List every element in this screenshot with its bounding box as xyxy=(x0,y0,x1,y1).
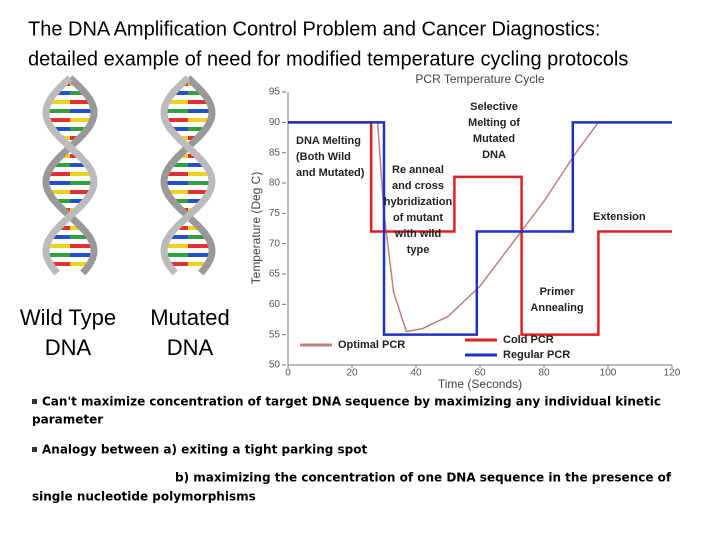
legend-label: Cold PCR xyxy=(503,334,554,346)
image-label: Mutated xyxy=(150,305,230,330)
annotation: Primer xyxy=(540,286,576,298)
annotation: (Both Wild xyxy=(296,151,351,163)
annotation: and Mutated) xyxy=(296,167,365,179)
y-axis-label: Temperature (Deg C) xyxy=(249,172,263,285)
y-tick-label: 85 xyxy=(269,147,281,158)
y-tick-label: 90 xyxy=(269,117,281,128)
image-label: DNA xyxy=(45,335,92,360)
annotation: with wild xyxy=(394,228,441,240)
y-tick-label: 50 xyxy=(269,360,281,371)
annotation: hybridization xyxy=(384,196,453,208)
strand xyxy=(42,75,98,276)
y-tick-label: 60 xyxy=(269,299,281,310)
x-axis-label: Time (Seconds) xyxy=(438,377,522,391)
bullet-text: Can't maximize concentration of target D… xyxy=(42,395,661,409)
x-tick-label: 120 xyxy=(664,368,681,379)
bullet xyxy=(32,447,37,452)
series-line xyxy=(288,121,672,336)
bullet-text: parameter xyxy=(32,413,103,427)
annotation: Mutated xyxy=(473,133,515,145)
y-tick-label: 95 xyxy=(269,87,281,98)
strand xyxy=(160,75,216,276)
x-tick-label: 40 xyxy=(410,368,422,379)
x-tick-label: 100 xyxy=(600,368,617,379)
dna-images xyxy=(42,75,216,276)
annotation: type xyxy=(407,244,430,256)
bullet-text: Analogy between a) exiting a tight parki… xyxy=(42,443,367,457)
annotation: DNA Melting xyxy=(296,135,361,147)
annotation: Annealing xyxy=(530,302,583,314)
slide-title: The DNA Amplification Control Problem an… xyxy=(28,18,600,40)
y-tick-label: 65 xyxy=(269,269,281,280)
x-tick-label: 0 xyxy=(285,368,291,379)
annotation: Extension xyxy=(593,211,646,223)
x-tick-label: 60 xyxy=(474,368,486,379)
y-tick-label: 55 xyxy=(269,329,281,340)
y-tick-label: 75 xyxy=(269,208,281,219)
chart-title: PCR Temperature Cycle xyxy=(415,72,544,86)
legend-label: Optimal PCR xyxy=(338,339,405,351)
series-line xyxy=(288,121,672,336)
series-line xyxy=(376,121,600,333)
x-tick-label: 80 xyxy=(538,368,550,379)
bullet-text: single nucleotide polymorphisms xyxy=(32,490,256,504)
bullet xyxy=(32,399,37,404)
annotation: and cross xyxy=(392,180,444,192)
x-tick-label: 20 xyxy=(346,368,358,379)
bullet-text: b) maximizing the concentration of one D… xyxy=(175,471,672,485)
annotation: Melting of xyxy=(468,117,520,129)
strand xyxy=(42,75,98,276)
annotation: of mutant xyxy=(393,212,443,224)
slide-title: detailed example of need for modified te… xyxy=(28,48,628,70)
image-label: Wild Type xyxy=(20,305,116,330)
strand xyxy=(160,75,216,276)
y-tick-label: 70 xyxy=(269,238,281,249)
annotation: Selective xyxy=(470,101,518,113)
image-label: DNA xyxy=(167,335,214,360)
legend-label: Regular PCR xyxy=(503,349,570,361)
y-tick-label: 80 xyxy=(269,178,281,189)
annotation: Re anneal xyxy=(392,164,444,176)
annotation: DNA xyxy=(482,149,506,161)
